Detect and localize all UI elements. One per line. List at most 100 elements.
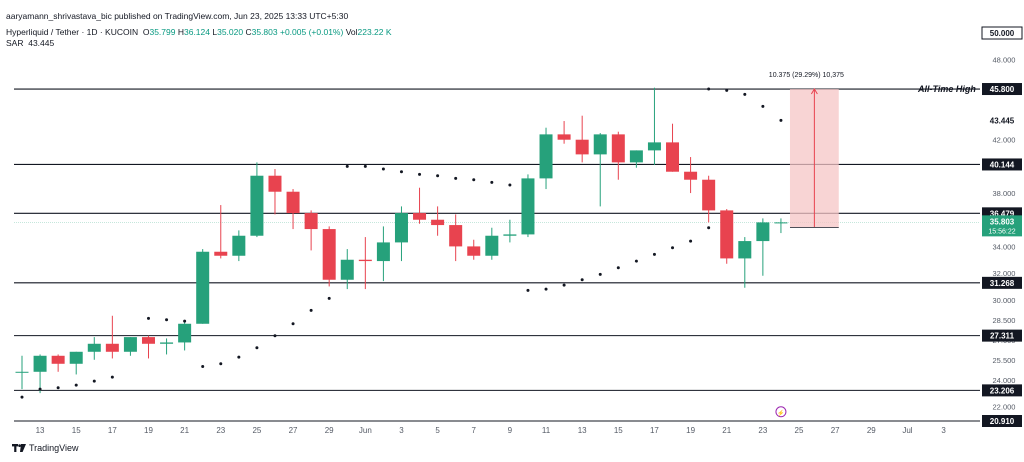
level-badge-bg — [982, 276, 1022, 289]
x-tick-label: 21 — [180, 426, 189, 435]
candle — [611, 131, 625, 180]
candle-body — [539, 134, 553, 179]
candle — [431, 206, 445, 236]
candle-body — [503, 234, 517, 236]
x-tick-label: 15 — [72, 426, 81, 435]
current-price-badge: 35.803 — [990, 217, 1015, 226]
candle-body — [611, 134, 625, 163]
level-badge: 23.206 — [990, 386, 1015, 395]
candle-body — [340, 259, 354, 280]
candle — [756, 218, 770, 276]
y-tick-label: 38.000 — [993, 189, 1016, 198]
sar-dot — [562, 283, 566, 287]
sar-dot — [255, 346, 259, 350]
sar-dot — [779, 118, 783, 122]
y-tick-label: 30.000 — [993, 296, 1016, 305]
candle-body — [304, 213, 318, 230]
candle-body — [394, 213, 408, 243]
sar-dot — [110, 375, 114, 379]
sar-dot — [598, 272, 602, 276]
sar-dot — [761, 104, 765, 108]
footer-brand: TradingView — [29, 443, 79, 453]
x-tick-label: 25 — [795, 426, 804, 435]
y-tick-label: 22.000 — [993, 402, 1016, 411]
x-tick-label: Jun — [359, 426, 372, 435]
candle-body — [286, 191, 300, 214]
sar-dot — [219, 362, 223, 366]
ath-annotation: All-Time High — [917, 84, 976, 94]
candle — [647, 87, 661, 166]
symbol-name[interactable]: Hyperliquid / Tether · 1D · KUCOIN — [6, 27, 139, 37]
candle — [720, 209, 734, 264]
candle-body — [774, 222, 788, 224]
x-tick-label: 29 — [867, 426, 876, 435]
measure-label: 10.375 (29.29%) 10,375 — [769, 72, 844, 79]
candle — [304, 210, 318, 251]
sar-dot — [237, 355, 241, 359]
sar-dot — [20, 395, 24, 399]
candle — [539, 127, 553, 190]
candle-body — [15, 371, 29, 373]
x-tick-label: 19 — [144, 426, 153, 435]
candle — [702, 175, 716, 223]
tradingview-footer[interactable]: TradingView — [12, 443, 79, 453]
sar-dot — [707, 87, 711, 91]
sar-value: 43.445 — [28, 38, 55, 48]
x-tick-label: 29 — [325, 426, 334, 435]
x-tick-label: 21 — [722, 426, 731, 435]
sar-dot — [273, 334, 277, 338]
candle-body — [51, 355, 65, 364]
level-badge: 20.910 — [990, 417, 1015, 426]
candle-body — [467, 246, 481, 256]
candle-body — [647, 142, 661, 151]
candle-body — [268, 175, 282, 192]
sar-dot — [345, 164, 349, 168]
change-value: +0.005 (+0.01%) — [279, 27, 344, 37]
sar-dot — [490, 180, 494, 184]
candle-body — [593, 134, 607, 155]
x-tick-label: 27 — [289, 426, 298, 435]
candle-body — [160, 342, 174, 344]
candle-body — [87, 343, 101, 352]
candle — [738, 237, 752, 288]
candle-body — [449, 225, 463, 247]
candle — [521, 174, 535, 238]
measure-arrowhead — [810, 88, 818, 95]
x-tick-label: 27 — [831, 426, 840, 435]
level-badge-bg — [982, 384, 1022, 397]
candle — [322, 226, 336, 287]
sar-dot — [201, 364, 205, 368]
symbol-ohlc-line: Hyperliquid / Tether · 1D · KUCOIN O35.7… — [6, 27, 392, 37]
candle — [141, 335, 155, 359]
sar-dot — [56, 386, 60, 390]
candle — [69, 351, 83, 375]
top-price-label: 50.000 — [990, 29, 1015, 38]
sar-indicator-line[interactable]: SAR 43.445 — [6, 38, 54, 48]
candle — [15, 355, 29, 390]
sar-dot — [508, 183, 512, 187]
close-value: 35.803 — [251, 27, 278, 37]
high-value: 36.124 — [183, 27, 210, 37]
candle — [629, 150, 643, 168]
candle-body — [557, 134, 571, 140]
sar-badge: 43.445 — [990, 116, 1015, 125]
candle — [376, 226, 390, 282]
sar-dot — [399, 170, 403, 174]
close-label: C — [245, 27, 252, 37]
sar-dot — [689, 239, 693, 243]
candle — [394, 206, 408, 262]
candle-body — [105, 343, 119, 352]
candle-body — [214, 251, 228, 256]
open-value: 35.799 — [149, 27, 176, 37]
candle-body — [521, 178, 535, 235]
candle-body — [141, 337, 155, 344]
volume-label: Vol — [345, 27, 358, 37]
candle-body — [123, 337, 137, 352]
level-badge-bg — [982, 415, 1022, 427]
candle-body — [629, 150, 643, 163]
x-tick-label: Jul — [902, 426, 912, 435]
candle-body — [756, 222, 770, 242]
candle — [467, 239, 481, 260]
level-badge: 31.268 — [990, 279, 1015, 288]
